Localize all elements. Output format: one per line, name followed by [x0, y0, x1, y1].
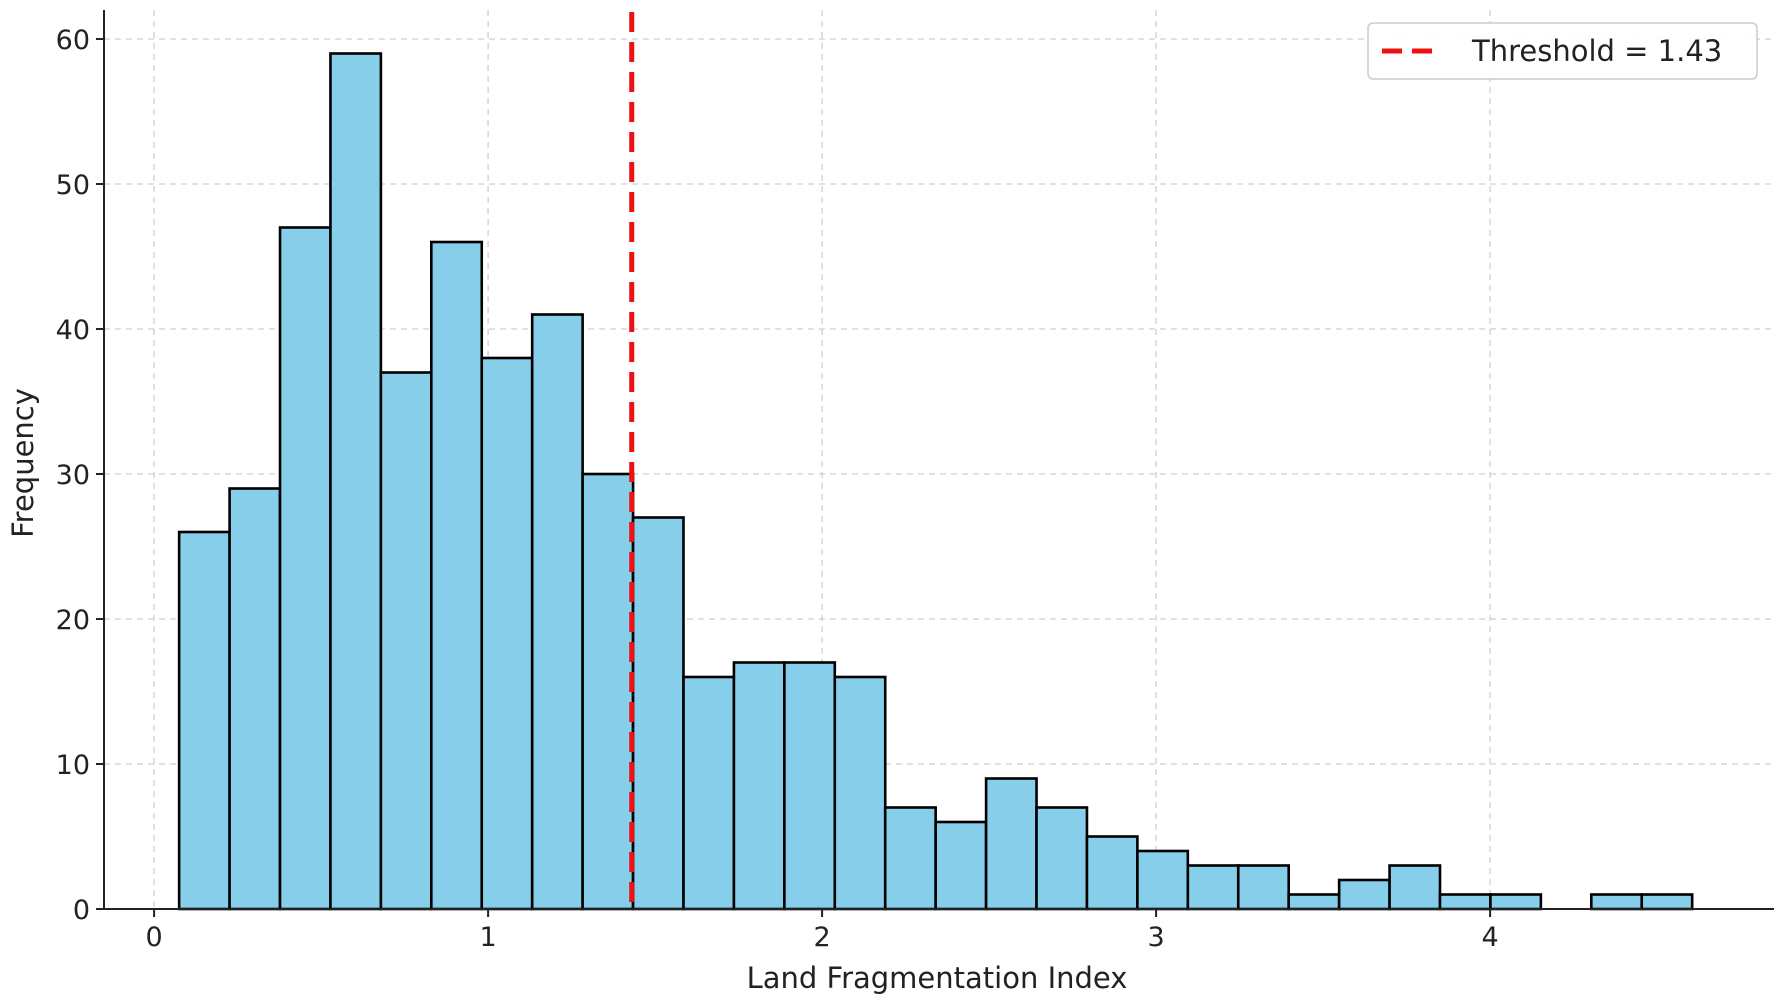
histogram-bar	[1035, 806, 1089, 911]
histogram-bar	[732, 661, 786, 911]
histogram-bar	[379, 371, 433, 911]
x-tick-label: 1	[480, 922, 497, 953]
histogram-bar	[430, 240, 484, 911]
y-axis-label: Frequency	[6, 388, 40, 538]
y-tick-label: 30	[56, 460, 90, 491]
legend: Threshold = 1.43	[1367, 22, 1758, 80]
x-tick-label: 3	[1148, 922, 1165, 953]
histogram-bar	[480, 356, 534, 911]
histogram-bar	[883, 806, 937, 911]
histogram-bar	[1136, 849, 1190, 911]
histogram-bar	[530, 313, 584, 911]
histogram-bar	[1590, 893, 1644, 911]
histogram-bar	[581, 472, 635, 911]
histogram-bar	[1438, 893, 1492, 911]
histogram-bar	[1236, 864, 1290, 911]
histogram-bar	[833, 675, 887, 911]
histogram-bar	[329, 52, 383, 911]
axes-layer	[103, 10, 1774, 910]
x-tick-label: 4	[1482, 922, 1499, 953]
histogram-bar	[1337, 878, 1391, 911]
x-tick-label: 0	[146, 922, 163, 953]
histogram-bar	[228, 487, 282, 911]
x-axis-label: Land Fragmentation Index	[747, 961, 1128, 995]
y-tick-label: 60	[56, 25, 90, 56]
histogram-bar	[783, 661, 837, 911]
histogram-bar	[1186, 864, 1240, 911]
histogram-bar	[1640, 893, 1694, 911]
histogram-bar	[984, 777, 1038, 911]
y-tick-label: 20	[56, 605, 90, 636]
histogram-bar	[1287, 893, 1341, 911]
histogram-bar	[934, 820, 988, 911]
histogram-bar	[682, 675, 736, 911]
histogram-bar	[177, 530, 231, 911]
y-tick-label: 40	[56, 315, 90, 346]
x-tick-label: 2	[814, 922, 831, 953]
histogram-bar	[278, 226, 332, 911]
histogram-bar	[1388, 864, 1442, 911]
y-tick-label: 0	[73, 895, 90, 926]
legend-threshold-label: Threshold = 1.43	[1471, 34, 1722, 68]
histogram-bar	[1085, 835, 1139, 911]
y-tick-label: 50	[56, 170, 90, 201]
legend-box	[1367, 22, 1758, 80]
histogram-bar	[1489, 893, 1543, 911]
histogram-bar	[631, 516, 685, 911]
bars-layer	[177, 52, 1694, 911]
y-tick-label: 10	[56, 750, 90, 781]
